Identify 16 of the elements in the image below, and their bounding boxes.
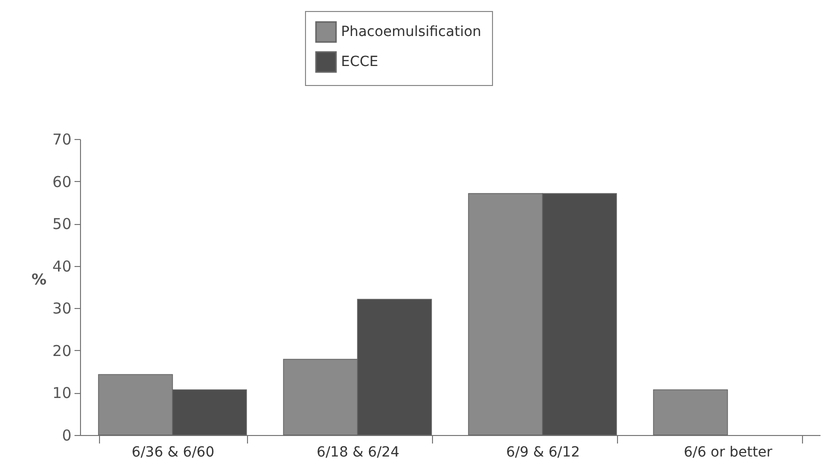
y-tick-label: 10 [52,384,72,402]
y-tick-label: 30 [52,300,72,318]
y-tick-label: 70 [52,130,72,148]
legend-label: Phacoemulsification [341,24,482,40]
y-tick-label: 20 [52,342,72,360]
y-tick-label: 0 [62,426,72,444]
x-tick-label: 6/9 & 6/12 [506,444,580,460]
bar [653,389,728,436]
x-tick-label: 6/36 & 6/60 [132,444,214,460]
y-tick-label: 40 [52,257,72,276]
y-axis-title: % [31,270,46,288]
y-tick-label: 60 [52,172,72,191]
x-tick-label: 6/6 or better [684,444,773,460]
y-tick-label: 50 [52,215,72,234]
legend-label: ECCE [341,54,378,70]
x-tick-label: 6/18 & 6/24 [316,444,400,460]
